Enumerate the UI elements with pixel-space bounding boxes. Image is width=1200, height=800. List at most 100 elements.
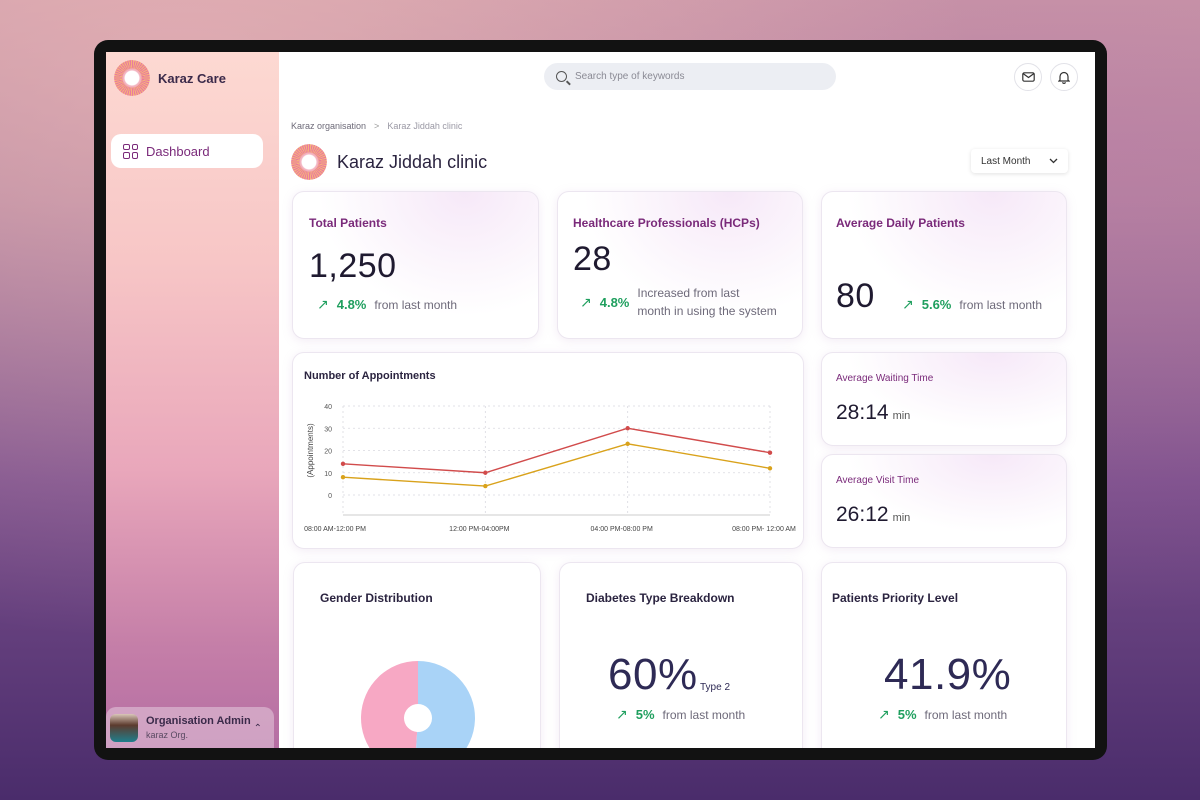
visit-time-number: 26:12	[836, 503, 889, 526]
chevron-down-icon	[1049, 158, 1058, 164]
trend-percent: 5%	[897, 707, 917, 722]
trend-percent: 5.6%	[921, 297, 952, 312]
x-tick-label: 08:00 AM-12:00 PM	[304, 526, 366, 533]
pie-slice[interactable]	[414, 661, 475, 748]
breadcrumb-parent[interactable]: Karaz organisation	[291, 121, 367, 131]
card-title: Average Daily Patients	[836, 216, 965, 230]
card-title: Total Patients	[309, 216, 387, 230]
appointments-chart-card: Number of Appointments 0 10 20 30 40 08:00 AM…	[292, 352, 804, 549]
clinic-logo-icon	[291, 144, 327, 180]
trend-up-icon: ↗	[878, 706, 890, 722]
trend-note: from last month	[374, 297, 458, 312]
data-point	[625, 426, 630, 431]
y-tick-label: 40	[324, 404, 332, 411]
y-tick-label: 0	[328, 493, 332, 500]
karaz-logo-icon	[114, 60, 150, 96]
trend-note: from last month	[662, 707, 746, 722]
diabetes-type-label: Type 2	[700, 682, 731, 693]
x-tick-label: 12:00 PM-04:00PM	[449, 526, 509, 533]
trend: ↗ 5% from last month	[616, 706, 745, 723]
trend-up-icon: ↗	[580, 293, 592, 310]
data-point	[340, 475, 346, 480]
y-tick-label: 30	[324, 426, 332, 433]
trend-up-icon: ↗	[902, 296, 914, 312]
user-org: karaz Org.	[146, 730, 189, 740]
visit-time-value: 26:12 min	[836, 503, 910, 527]
data-point	[483, 483, 488, 489]
x-tick-label: 04:00 PM-08:00 PM	[591, 526, 653, 533]
chart-title: Number of Appointments	[304, 370, 436, 382]
data-point	[340, 461, 346, 467]
avg-waiting-time-card: Average Waiting Time 28:14 min	[821, 352, 1067, 446]
user-menu[interactable]: Organisation Admin karaz Org. ⌃	[106, 707, 274, 748]
bell-icon	[1058, 71, 1070, 84]
card-title: Diabetes Type Breakdown	[586, 591, 735, 605]
page-title: Karaz Jiddah clinic	[337, 151, 488, 172]
visit-time-unit: min	[892, 512, 911, 524]
trend-percent: 4.8%	[599, 294, 630, 310]
breadcrumb: Karaz organisation > Karaz Jiddah clinic	[291, 121, 462, 131]
trend: ↗ 5% from last month	[878, 706, 1007, 723]
sidebar: Karaz Care Dashboard Organisation Admin …	[106, 52, 279, 748]
trend-note: from last month	[924, 707, 1008, 722]
breadcrumb-current: Karaz Jiddah clinic	[387, 121, 463, 131]
total-patients-card: Total Patients 1,250 ↗ 4.8% from last mo…	[292, 191, 539, 339]
brand[interactable]: Karaz Care	[114, 60, 226, 96]
waiting-time-unit: min	[892, 410, 911, 422]
priority-level-card: Patients Priority Level 41.9% ↗ 5% from …	[821, 562, 1067, 748]
card-title: Healthcare Professionals (HCPs)	[573, 216, 760, 230]
card-title: Average Visit Time	[836, 475, 920, 486]
hcps-value: 28	[573, 240, 612, 278]
priority-value: 41.9%	[884, 650, 1012, 699]
sidebar-item-label: Dashboard	[146, 143, 210, 159]
appointments-line-chart: 0 10 20 30 40 08:00 AM-12:00 PM 12:00 PM-04:00…	[304, 404, 796, 533]
series-line	[342, 443, 771, 487]
notifications-button[interactable]	[1050, 63, 1078, 91]
trend: ↗ 4.8% Increased from last month in usin…	[580, 284, 777, 320]
avatar	[110, 713, 138, 742]
trend-percent: 5%	[635, 707, 655, 722]
y-tick-label: 10	[324, 471, 332, 478]
trend-note: Increased from last month in using the s…	[637, 284, 776, 320]
gender-pie-chart	[361, 661, 475, 748]
search-input[interactable]	[575, 71, 805, 82]
trend: ↗ 4.8% from last month	[317, 296, 457, 313]
page-header: Karaz Jiddah clinic	[291, 144, 487, 180]
x-tick-label: 08:00 PM- 12:00 AM	[732, 526, 796, 533]
gender-distribution-card: Gender Distribution	[293, 562, 541, 748]
mail-button[interactable]	[1014, 63, 1042, 91]
y-axis-label: (Appointments)	[306, 423, 315, 478]
card-title: Gender Distribution	[320, 591, 433, 605]
avg-visit-time-card: Average Visit Time 26:12 min	[821, 454, 1067, 548]
data-point	[767, 466, 773, 471]
waiting-time-value: 28:14 min	[836, 401, 910, 425]
trend-up-icon: ↗	[317, 296, 329, 312]
period-select[interactable]: Last Month	[971, 149, 1068, 173]
data-point	[483, 470, 488, 475]
avg-daily-value: 80	[836, 277, 875, 315]
pie-slice[interactable]	[361, 661, 418, 748]
hcps-card: Healthcare Professionals (HCPs) 28 ↗ 4.8…	[557, 191, 803, 339]
grid-icon	[123, 143, 138, 159]
trend-note-line1: Increased from last	[637, 286, 740, 300]
card-title: Patients Priority Level	[832, 591, 959, 605]
user-name: Organisation Admin	[146, 715, 251, 727]
sidebar-item-dashboard[interactable]: Dashboard	[111, 134, 263, 168]
data-point	[625, 441, 630, 447]
trend-up-icon: ↗	[616, 706, 628, 722]
trend: ↗ 5.6% from last month	[902, 296, 1042, 313]
avg-daily-patients-card: Average Daily Patients 80 ↗ 5.6% from la…	[821, 191, 1067, 339]
trend-percent: 4.8%	[336, 297, 367, 312]
period-select-value: Last Month	[981, 155, 1031, 167]
chevron-up-icon: ⌃	[253, 723, 262, 734]
diabetes-breakdown-card: Diabetes Type Breakdown 60% Type 2 ↗ 5% …	[559, 562, 803, 748]
app-screen: Karaz Care Dashboard Organisation Admin …	[106, 52, 1095, 748]
waiting-time-number: 28:14	[836, 401, 889, 424]
trend-note-line2: month in using the system	[637, 304, 777, 318]
y-tick-label: 20	[324, 449, 332, 456]
total-patients-value: 1,250	[309, 247, 397, 285]
search-icon	[556, 71, 567, 82]
diabetes-value: 60%	[608, 650, 698, 699]
brand-name: Karaz Care	[158, 70, 226, 86]
search-bar[interactable]	[544, 63, 836, 90]
